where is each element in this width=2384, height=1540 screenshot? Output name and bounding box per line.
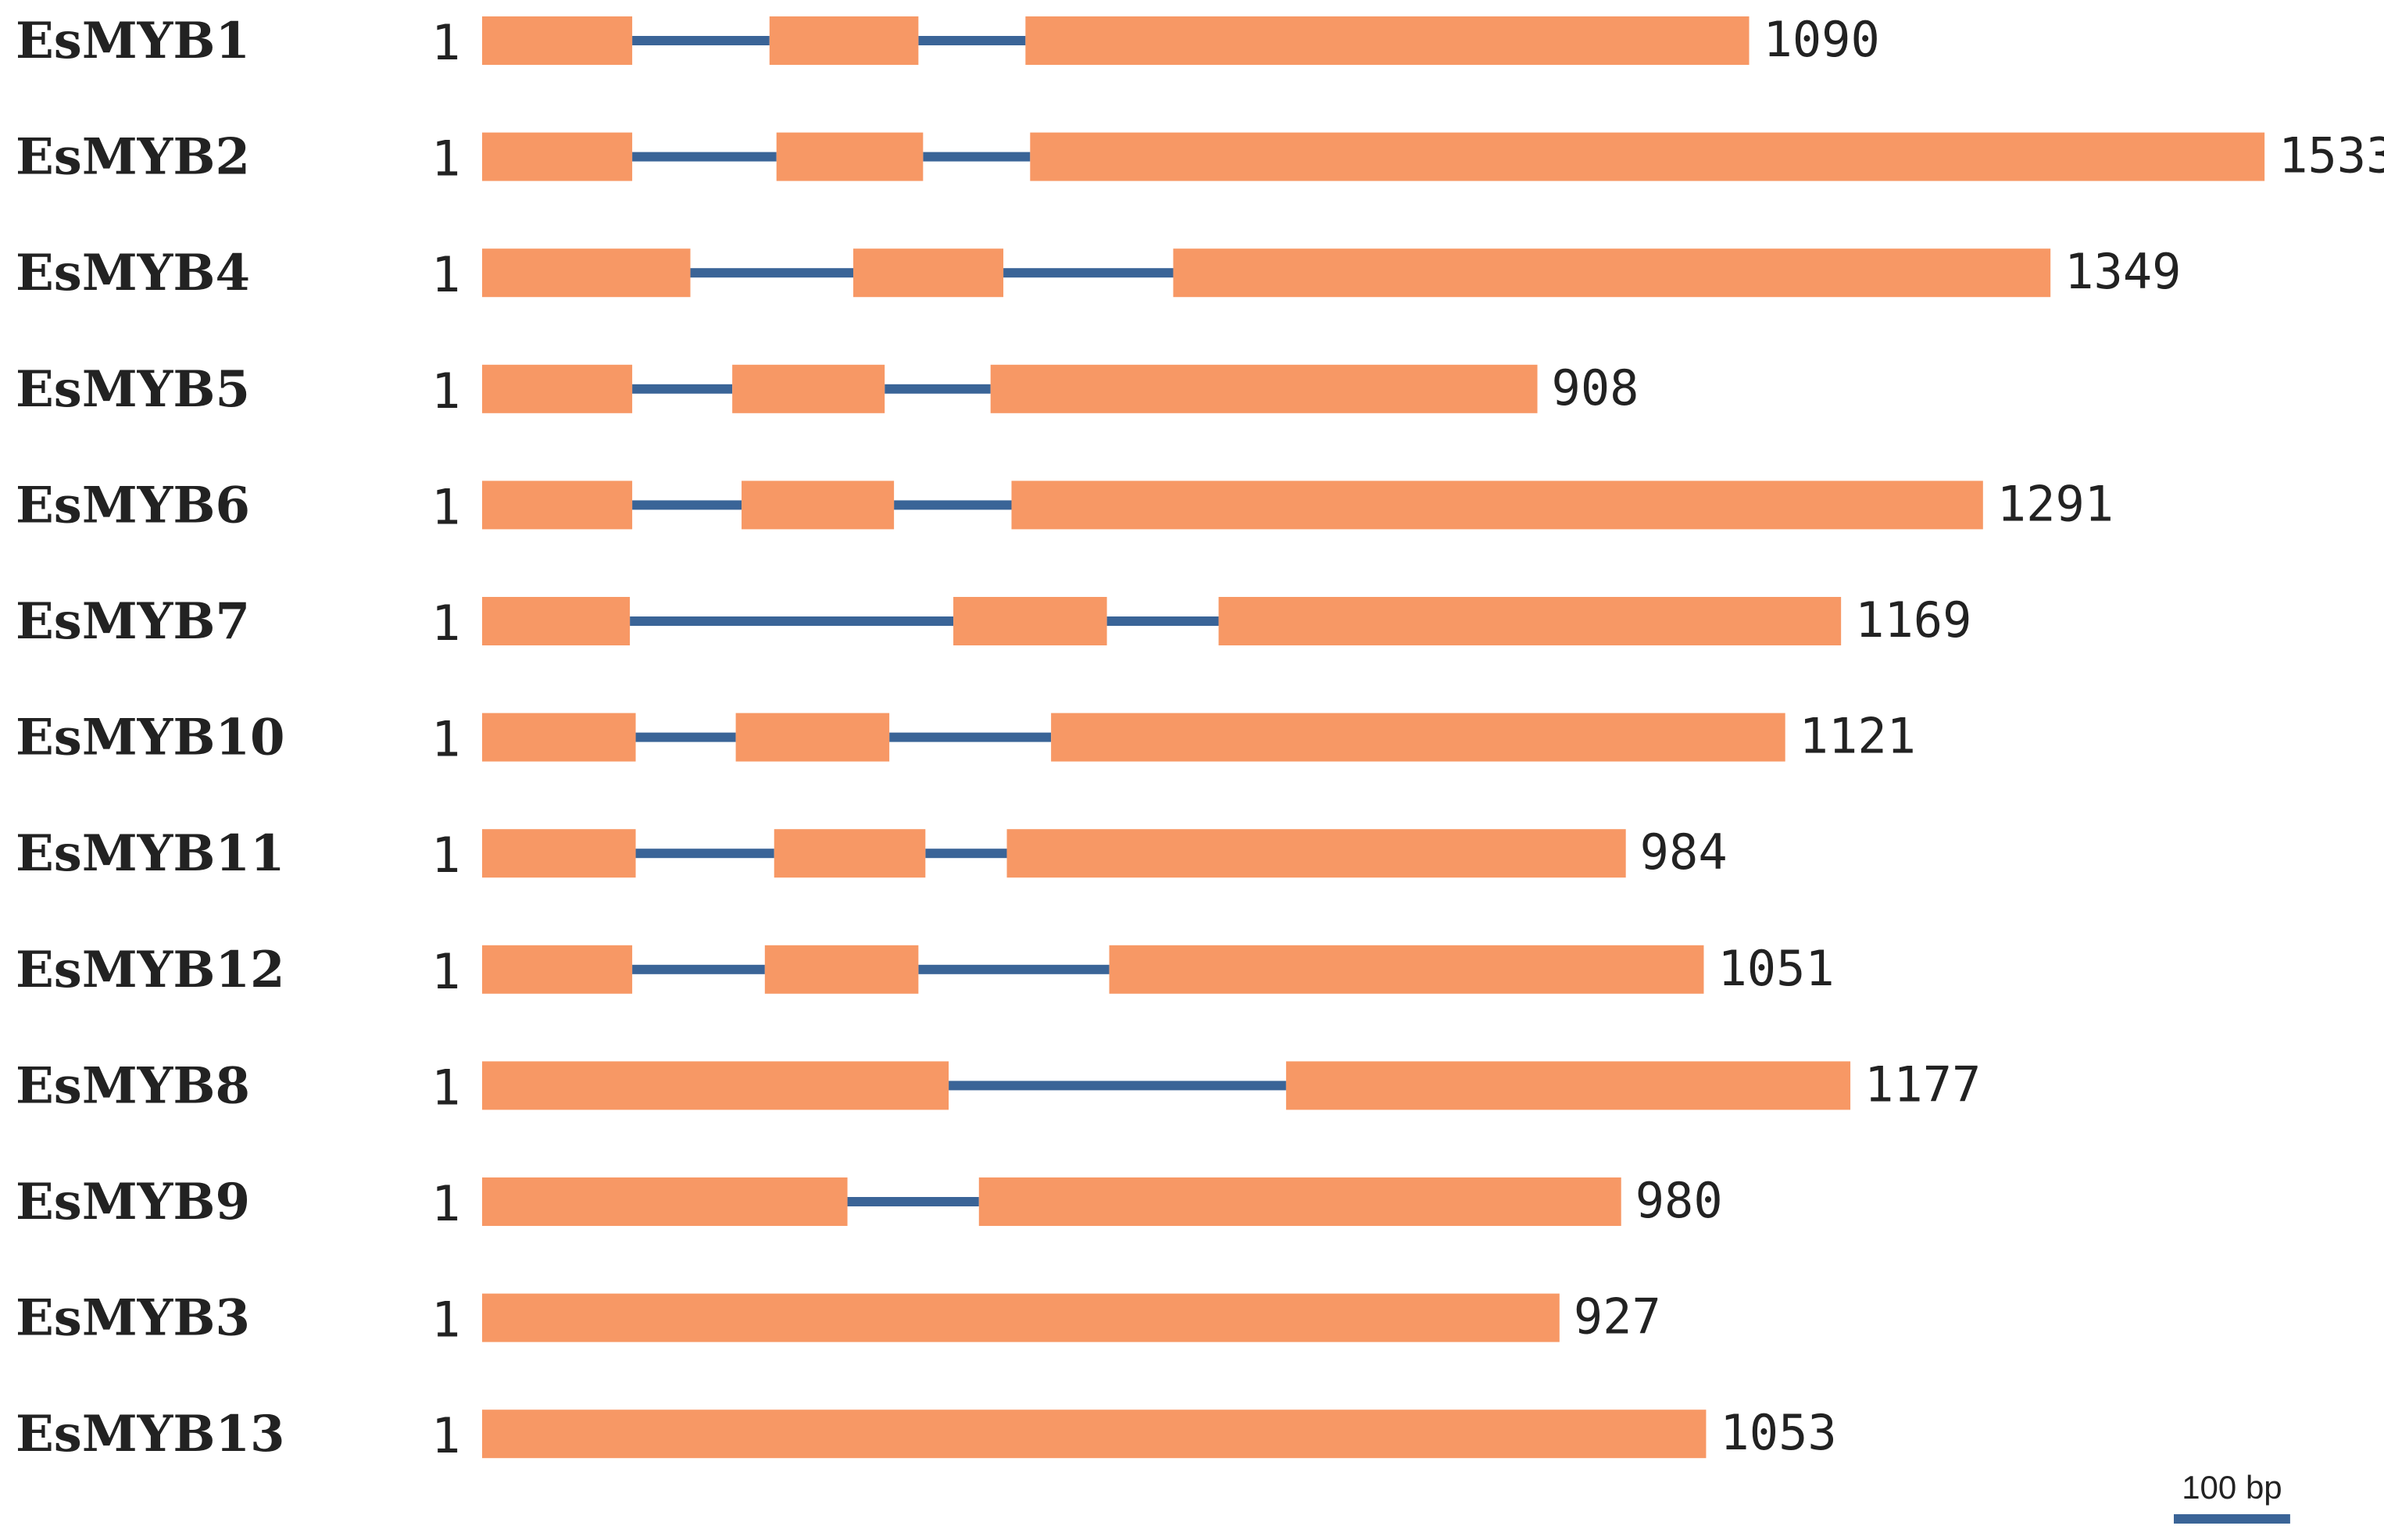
- exon-box: [1173, 248, 2051, 298]
- exon-box: [774, 829, 926, 878]
- exon-box: [482, 16, 633, 65]
- exon-box: [1011, 481, 1983, 530]
- exon-box: [776, 132, 924, 181]
- exon-box: [1218, 597, 1842, 645]
- exon-box: [852, 248, 1004, 298]
- exon-box: [482, 945, 633, 994]
- gene-name-label: EsMYB13: [16, 1405, 285, 1463]
- exon-box: [482, 1293, 1560, 1342]
- exon-box: [482, 829, 636, 878]
- gene-name-label: EsMYB7: [16, 592, 250, 651]
- start-position-label: 1: [431, 363, 460, 420]
- exon-box: [1109, 945, 1704, 994]
- intron-line: [894, 500, 1012, 510]
- intron-line: [1003, 268, 1174, 278]
- exon-box: [742, 481, 895, 530]
- start-position-label: 1: [431, 14, 460, 71]
- start-position-label: 1: [431, 943, 460, 1000]
- exon-box: [482, 1177, 848, 1226]
- intron-line: [918, 36, 1026, 45]
- end-position-label: 984: [1640, 824, 1728, 881]
- exon-box: [482, 713, 636, 762]
- end-position-label: 980: [1635, 1172, 1723, 1229]
- exon-box: [732, 364, 885, 413]
- intron-line: [918, 964, 1110, 974]
- end-position-label: 1090: [1764, 11, 1880, 68]
- exon-box: [990, 364, 1538, 413]
- intron-line: [1106, 616, 1219, 626]
- start-position-label: 1: [431, 246, 460, 303]
- intron-line: [690, 268, 853, 278]
- end-position-label: 1121: [1800, 708, 1916, 765]
- end-position-label: 927: [1574, 1288, 1661, 1345]
- intron-line: [925, 849, 1007, 859]
- gene-name-label: EsMYB6: [16, 476, 250, 534]
- intron-line: [632, 36, 770, 45]
- exon-box: [953, 597, 1107, 645]
- start-position-label: 1: [431, 1175, 460, 1232]
- end-position-label: 908: [1552, 359, 1639, 416]
- intron-line: [635, 732, 736, 742]
- end-position-label: 1177: [1864, 1056, 1981, 1113]
- gene-name-label: EsMYB1: [16, 12, 250, 70]
- start-position-label: 1: [431, 595, 460, 652]
- exon-box: [1051, 713, 1785, 762]
- intron-line: [632, 500, 742, 510]
- exon-box: [1025, 16, 1750, 65]
- gene-name-label: EsMYB5: [16, 360, 250, 419]
- gene-name-label: EsMYB12: [16, 941, 285, 999]
- gene-name-label: EsMYB9: [16, 1173, 250, 1231]
- gene-name-label: EsMYB2: [16, 128, 250, 187]
- exon-box: [482, 132, 633, 181]
- intron-line: [923, 152, 1031, 162]
- intron-line: [885, 384, 991, 394]
- scale-bar-line: [2174, 1514, 2290, 1524]
- intron-line: [632, 384, 733, 394]
- intron-line: [632, 152, 777, 162]
- end-position-label: 1291: [1997, 475, 2114, 532]
- end-position-label: 1349: [2064, 243, 2181, 300]
- intron-line: [847, 1197, 979, 1206]
- end-position-label: 1169: [1855, 591, 1971, 649]
- intron-line: [632, 964, 765, 974]
- exon-box: [1285, 1061, 1851, 1110]
- exon-box: [1006, 829, 1626, 878]
- start-position-label: 1: [431, 1407, 460, 1464]
- exon-box: [1030, 132, 2265, 181]
- gene-name-label: EsMYB8: [16, 1056, 250, 1115]
- exon-box: [978, 1177, 1621, 1226]
- intron-line: [949, 1081, 1286, 1091]
- start-position-label: 1: [431, 711, 460, 768]
- start-position-label: 1: [431, 478, 460, 535]
- start-position-label: 1: [431, 1292, 460, 1349]
- exon-box: [482, 1061, 949, 1110]
- intron-line: [630, 616, 954, 626]
- exon-box: [482, 364, 633, 413]
- scale-bar-label: 100 bp: [2182, 1469, 2282, 1506]
- exon-box: [769, 16, 919, 65]
- intron-line: [889, 732, 1052, 742]
- exon-box: [482, 1410, 1707, 1459]
- exon-box: [735, 713, 890, 762]
- gene-name-label: EsMYB11: [16, 824, 285, 883]
- end-position-label: 1051: [1717, 940, 1834, 997]
- end-position-label: 1533: [2279, 127, 2384, 184]
- exon-box: [764, 945, 919, 994]
- gene-name-label: EsMYB10: [16, 709, 285, 767]
- start-position-label: 1: [431, 1059, 460, 1116]
- gene-name-label: EsMYB4: [16, 244, 250, 302]
- end-position-label: 1053: [1720, 1404, 1836, 1461]
- intron-line: [635, 849, 774, 859]
- start-position-label: 1: [431, 827, 460, 884]
- exon-box: [482, 248, 691, 298]
- start-position-label: 1: [431, 130, 460, 188]
- exon-box: [482, 481, 633, 530]
- exon-box: [482, 597, 631, 645]
- gene-name-label: EsMYB3: [16, 1289, 250, 1348]
